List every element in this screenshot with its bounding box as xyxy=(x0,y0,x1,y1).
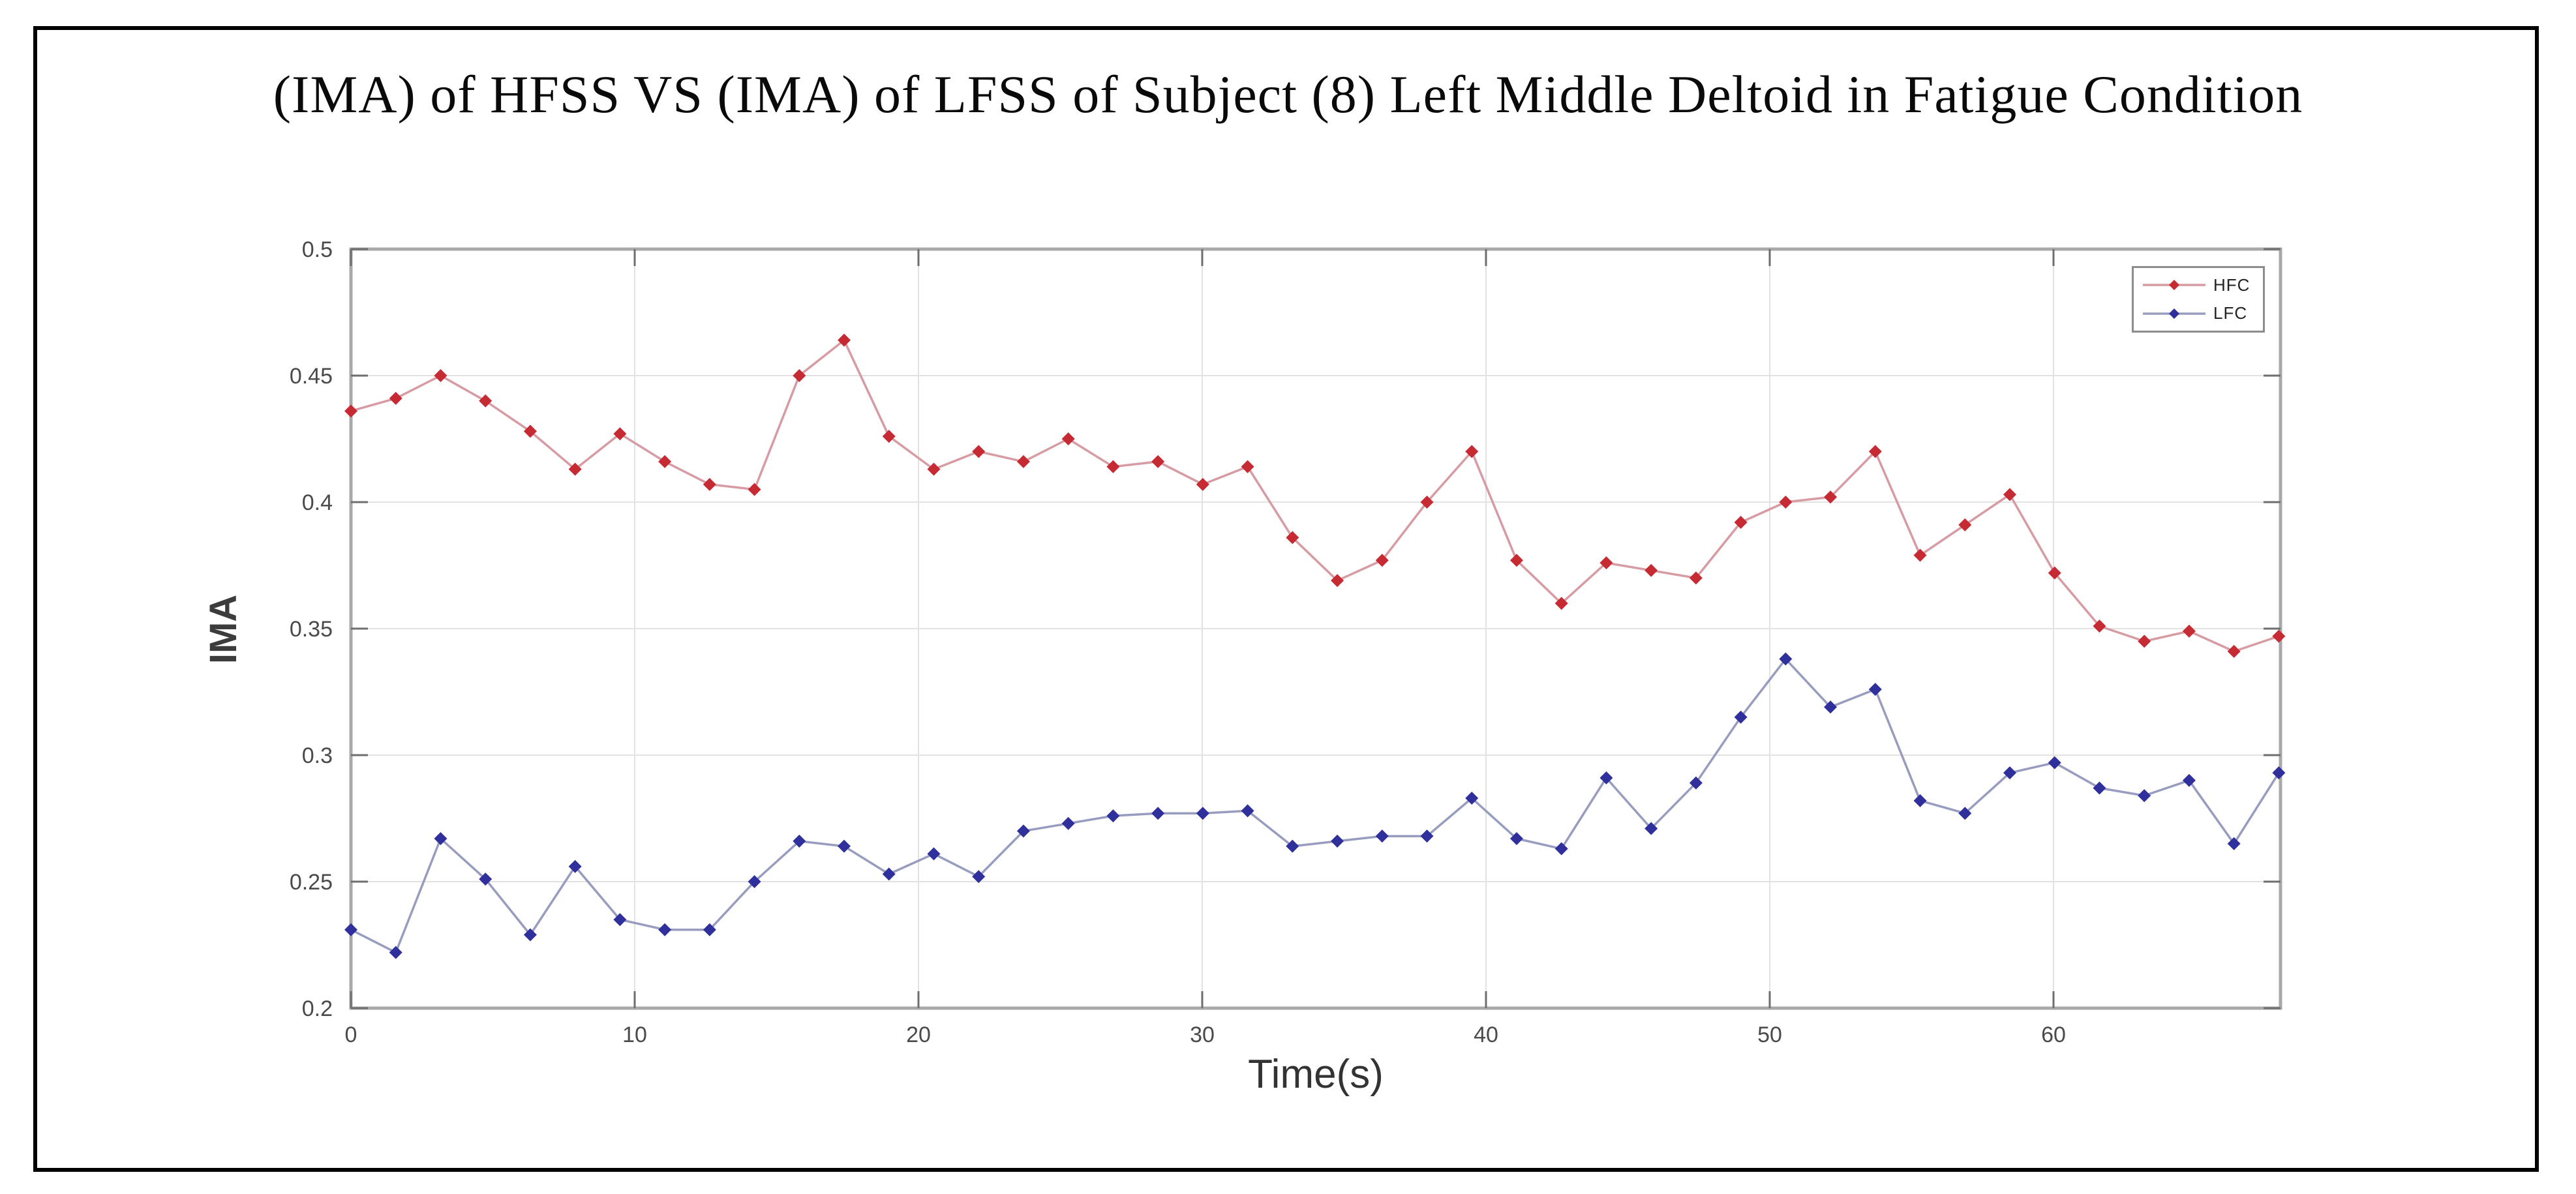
x-axis-label: Time(s) xyxy=(1248,1052,1384,1097)
x-tick-label: 0 xyxy=(345,1022,357,1047)
y-tick-label: 0.45 xyxy=(290,364,333,389)
series-hfc-markers xyxy=(344,333,2286,658)
y-tick-label: 0.5 xyxy=(302,237,333,262)
legend-sample-marker xyxy=(2169,308,2179,319)
y-tick-label: 0.35 xyxy=(290,617,333,642)
series-lfc-markers xyxy=(344,652,2286,959)
legend-line-lfc xyxy=(2143,308,2205,319)
y-axis-label: IMA xyxy=(202,594,245,664)
figure-border xyxy=(33,26,2539,1172)
x-tick-label: 10 xyxy=(622,1022,647,1047)
legend-item-hfc: HFC xyxy=(2134,273,2263,297)
x-tick-label: 20 xyxy=(906,1022,931,1047)
chart-title: (IMA) of HFSS VS (IMA) of LFSS of Subjec… xyxy=(273,65,2303,124)
series-lfc-line xyxy=(350,657,2280,954)
y-tick-label: 0.4 xyxy=(302,490,333,515)
legend-line-hfc xyxy=(2143,280,2205,291)
legend-sample-marker xyxy=(2169,280,2179,291)
x-tick-label: 60 xyxy=(2041,1022,2066,1047)
y-tick-label: 0.25 xyxy=(290,870,333,895)
x-tick-label: 50 xyxy=(1757,1022,1782,1047)
y-tick-label: 0.2 xyxy=(302,996,333,1021)
x-tick-label: 30 xyxy=(1190,1022,1215,1047)
y-tick-label: 0.3 xyxy=(302,743,333,768)
series-hfc-line xyxy=(350,338,2279,653)
legend-label-lfc: LFC xyxy=(2213,303,2248,323)
legend-label-hfc: HFC xyxy=(2213,275,2250,295)
legend: HFC LFC xyxy=(2132,266,2265,333)
x-tick-label: 40 xyxy=(1474,1022,1498,1047)
legend-item-lfc: LFC xyxy=(2134,301,2263,326)
